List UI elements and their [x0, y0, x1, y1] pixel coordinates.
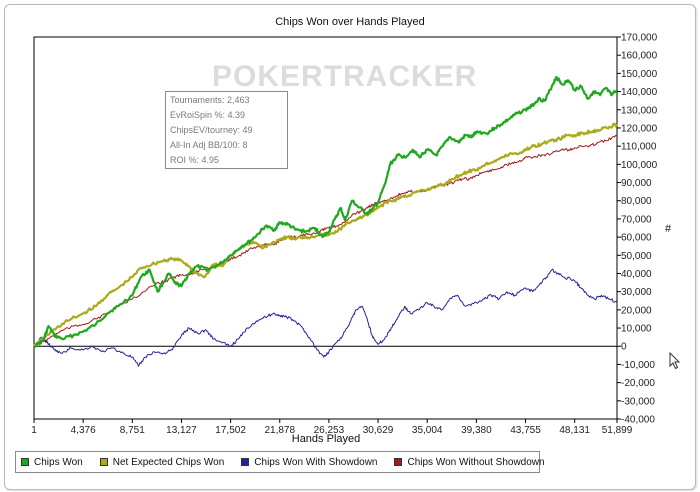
series-line-chips-won-without-showdown	[33, 134, 618, 347]
x-tick-label: 48,131	[559, 425, 590, 436]
y-tick-label: 90,000	[621, 178, 652, 189]
x-tick-label: 4,376	[71, 425, 96, 436]
legend-item-chips-won[interactable]: Chips Won	[21, 457, 83, 468]
x-tick-label: 35,004	[412, 425, 443, 436]
chart-title: Chips Won over Hands Played	[275, 16, 425, 28]
y-tick-label: 170,000	[621, 33, 658, 44]
y-tick-label: 60,000	[621, 233, 652, 244]
y-tick-label: 70,000	[621, 214, 652, 225]
y-tick-label: 0	[621, 342, 627, 353]
y-tick-label: -40,000	[621, 415, 655, 426]
y-tick-label: -10,000	[621, 360, 655, 371]
y-axis: 170,000 160,000 150,000 140,000 130,000 120,0…	[617, 33, 658, 426]
y-tick-label: 100,000	[621, 160, 658, 171]
x-axis: 1 4,376 8,751 13,127 17,502 21,878 26,253 30,62…	[31, 419, 633, 436]
x-tick-label: 21,878	[264, 425, 295, 436]
x-axis-title: Hands Played	[292, 433, 361, 445]
x-tick-label: 8,751	[120, 425, 145, 436]
watermark-text: POKERTRACKER	[212, 60, 477, 93]
y-tick-label: 50,000	[621, 251, 652, 262]
y-tick-label: 130,000	[621, 105, 658, 116]
stat-chipsev: ChipsEV/tourney: 49	[170, 125, 253, 135]
legend-swatch-net-expected	[99, 458, 108, 466]
series-line-chips-won	[33, 75, 619, 348]
y-tick-label: -20,000	[621, 378, 655, 389]
x-tick-label: 39,380	[461, 425, 492, 436]
legend-swatch-chips-won	[21, 458, 29, 466]
legend-item-without-showdown[interactable]: Chips Won Without Showdown	[394, 456, 545, 468]
y-axis-title: #	[665, 223, 672, 235]
legend-swatch-without-showdown	[394, 458, 403, 466]
series-line-chips-won-with-showdown	[33, 268, 618, 367]
legend-label-chips-won: Chips Won	[34, 456, 83, 468]
series-line-net-expected-chips-won	[33, 122, 618, 347]
legend-label-net-expected: Net Expected Chips Won	[112, 456, 225, 468]
stat-evroispin: EvRoiSpin %: 4.39	[170, 110, 246, 120]
x-tick-label: 30,629	[363, 425, 394, 436]
y-tick-label: 110,000	[621, 142, 657, 153]
y-tick-label: 160,000	[621, 51, 658, 62]
series-group	[33, 75, 619, 367]
y-tick-label: 40,000	[621, 269, 652, 280]
legend-item-net-expected[interactable]: Net Expected Chips Won	[99, 456, 225, 468]
x-tick-label: 1	[31, 425, 37, 436]
legend-item-with-showdown[interactable]: Chips Won With Showdown	[241, 457, 377, 468]
plot-area	[33, 36, 618, 420]
x-tick-label: 51,899	[602, 425, 633, 436]
y-tick-label: 20,000	[621, 305, 652, 316]
legend-swatch-with-showdown	[241, 458, 250, 466]
x-tick-label: 17,502	[215, 425, 246, 436]
y-tick-label: 30,000	[621, 287, 652, 298]
x-tick-label: 13,127	[166, 425, 197, 436]
legend-label-without-showdown: Chips Won Without Showdown	[407, 456, 545, 468]
y-tick-label: 10,000	[621, 324, 652, 335]
y-tick-label: 150,000	[621, 69, 658, 80]
x-tick-label: 43,755	[510, 425, 541, 436]
legend: Chips Won Net Expected Chips Won Chips W…	[15, 451, 545, 473]
y-tick-label: 140,000	[621, 87, 658, 98]
stat-tournaments: Tournaments: 2,463	[170, 95, 250, 105]
stat-allin-adj: All-In Adj BB/100: 8	[170, 140, 248, 150]
stats-box: Tournaments: 2,463 EvRoiSpin %: 4.39 Chi…	[165, 91, 288, 169]
y-tick-label: -30,000	[621, 396, 655, 407]
stat-roi: ROI %: 4.95	[170, 155, 220, 165]
x-tick-label: 26,253	[314, 425, 345, 436]
legend-label-with-showdown: Chips Won With Showdown	[254, 456, 378, 468]
y-tick-label: 80,000	[621, 196, 652, 207]
y-tick-label: 120,000	[621, 123, 658, 134]
mouse-cursor-icon	[669, 352, 681, 370]
